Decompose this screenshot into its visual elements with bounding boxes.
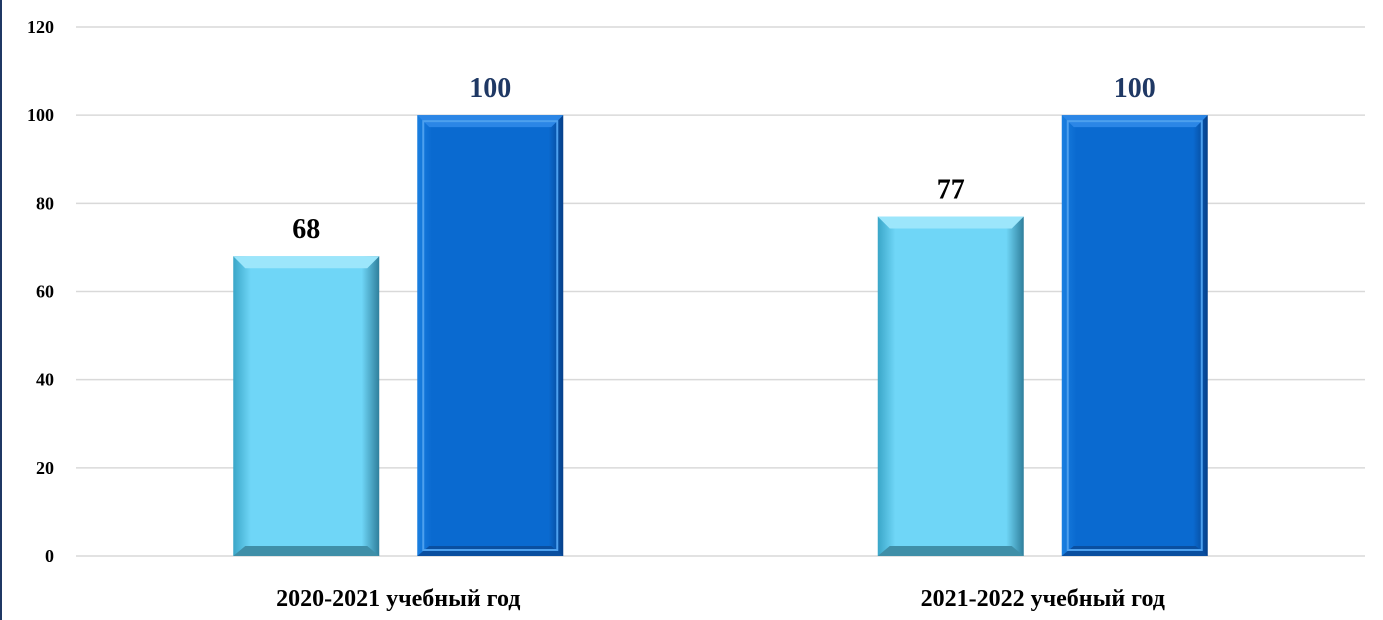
bar-inner-frame (1066, 120, 1203, 552)
bar-inner-frame (422, 120, 559, 552)
y-tick-label: 40 (36, 370, 54, 390)
data-label: 77 (937, 175, 965, 206)
data-label: 100 (469, 73, 511, 104)
data-label: 68 (292, 214, 320, 245)
bar-body (417, 115, 564, 557)
bar-bevel-bottom (877, 546, 1024, 556)
bar-0-1 (417, 115, 564, 557)
bar-1-0 (877, 216, 1024, 556)
data-labels: 68 100 77 100 (292, 73, 1156, 245)
bar-body (877, 216, 1024, 556)
bar-body (233, 256, 380, 556)
bar-body (1061, 115, 1208, 557)
y-tick-label: 100 (27, 105, 54, 125)
y-tick-label: 60 (36, 282, 54, 302)
bars (233, 115, 1208, 557)
y-tick-label: 20 (36, 458, 54, 478)
y-tick-label: 120 (27, 17, 54, 37)
bar-bevel-bottom (233, 546, 380, 556)
y-tick-label: 0 (45, 546, 54, 566)
x-axis-categories: 2020-2021 учебный год 2021-2022 учебный г… (276, 586, 1165, 612)
bar-1-1 (1061, 115, 1208, 557)
bar-bevel-top (877, 216, 1024, 229)
bar-bevel-top (233, 256, 380, 269)
x-category-label: 2020-2021 учебный год (276, 586, 520, 612)
bar-0-0 (233, 256, 380, 556)
y-tick-label: 80 (36, 193, 54, 213)
y-axis-ticks: 0 20 40 60 80 100 120 (27, 17, 54, 566)
data-label: 100 (1114, 73, 1156, 104)
x-category-label: 2021-2022 учебный год (921, 586, 1165, 612)
